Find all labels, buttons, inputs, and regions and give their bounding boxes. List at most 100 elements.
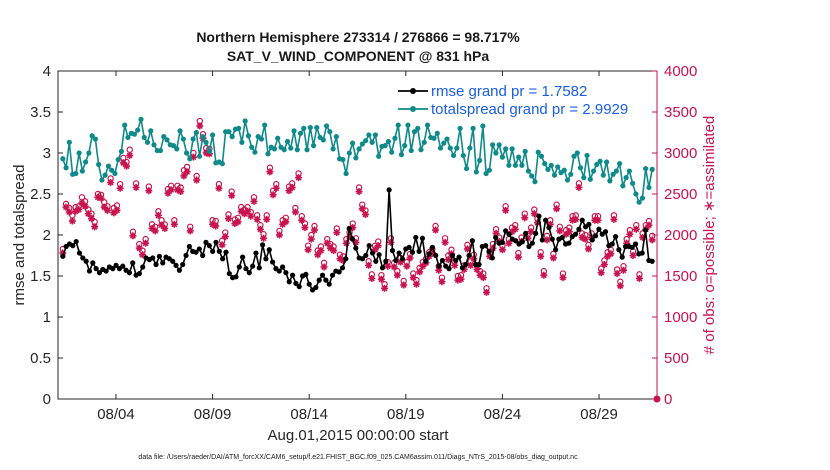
series-point [297,130,304,136]
series-point [110,266,116,272]
series-point [463,165,470,172]
series-point [288,145,294,151]
obs-assimilated-point [295,174,303,182]
series-point [157,147,164,154]
series-point [486,167,492,173]
series-point [533,230,539,236]
series-point [529,173,535,179]
series-point [245,133,252,139]
series-line [62,189,653,292]
series-point [369,139,375,145]
series-point [436,263,442,269]
series-point [340,156,346,163]
y-tick-label: 1 [43,309,51,326]
series-point [151,142,157,148]
obs-assimilated-point [301,224,309,232]
obs-assimilated-point [126,151,134,159]
series-point [136,270,143,277]
series-point [226,270,232,277]
series-point [393,257,399,264]
y-axis-right: 0 500 1000 1500 2000 2500 3000 3500 4000 [652,63,697,408]
series-point [453,257,459,264]
y-tick-label: 0 [43,391,51,408]
obs-assimilated-point [224,215,232,223]
obs-assimilated-point [610,215,618,223]
series-point [512,162,519,168]
obs-assimilated-point [119,159,127,167]
series-point [83,258,89,264]
series-point [610,171,616,177]
series-point [366,243,372,249]
obs-assimilated-point [170,220,178,228]
series-point [546,225,552,231]
obs-assimilated-point [530,210,538,218]
series-point [260,242,266,248]
series-point [526,243,532,250]
series-point [200,134,206,140]
series-point [632,241,639,247]
obs-assimilated-point [514,253,522,261]
series-point [125,134,131,141]
series-point [76,250,83,256]
series-point [499,154,505,160]
series-point [383,258,389,264]
series-point [398,152,405,158]
y-tick-label: 3.5 [30,104,51,121]
obs-assimilated-point [183,168,191,176]
series-point [392,135,398,141]
series-point [170,143,177,149]
series-point [130,260,136,266]
series-point [503,146,509,152]
series-point [409,249,416,255]
series-point [226,129,232,135]
series-point [76,150,82,156]
series-point [542,161,548,167]
series-point [413,234,419,241]
obs-assimilated-point [123,162,131,170]
series-point [369,250,376,256]
series-point [275,135,281,141]
legend-marker [410,106,416,112]
obs-assimilated-point [540,271,548,279]
obs-assimilated-point [320,263,328,271]
y-axis-label: rmse and totalspread [11,165,28,306]
obs-assimilated-point [107,179,115,187]
series-point [266,247,272,253]
obs-assimilated-point [648,236,656,244]
series-point [343,170,349,177]
obs-assimilated-point [113,206,121,214]
data-file-footnote: data file: /Users/raeder/DAI/ATM_forcXX/… [138,454,578,461]
series-point [408,147,414,154]
series-point [103,268,109,274]
series-point [363,252,369,259]
series-point [206,243,212,249]
series-point [416,248,422,254]
series-point [616,247,622,253]
obs-assimilated-point [365,261,373,269]
series-point [646,184,652,191]
series-point [548,162,554,168]
series-point [389,149,395,155]
series-point [160,260,166,266]
series-point [642,227,649,233]
series-point [131,131,138,137]
series-point [480,123,486,129]
obs-assimilated-point [575,183,583,191]
series-point [536,213,542,219]
series-point [304,147,310,153]
series-point [447,145,453,151]
x-tick-label: 08/24 [484,406,522,423]
series-point [186,243,192,250]
series-point [246,270,252,276]
obs-assimilated-point [116,184,124,192]
series-point [307,124,313,131]
obs-assimilated-point [645,221,653,229]
series-point [60,156,66,162]
series-point [174,146,180,152]
y-right-tick-label: 3500 [664,104,697,121]
series-point [80,255,86,261]
series-totalspread [60,116,655,205]
series-point [525,168,532,174]
y-tick-label: 4 [43,63,51,80]
series-point [113,262,119,268]
